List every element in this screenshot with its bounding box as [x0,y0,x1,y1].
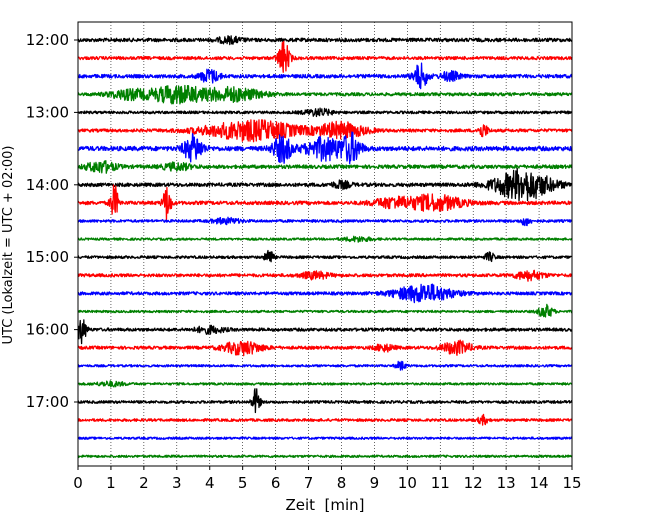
trace-1615 [77,339,573,357]
x-tick-label: 12 [464,474,483,492]
y-tick-label: 12:00 [26,31,69,49]
trace-1315 [77,119,573,143]
trace-1415 [77,184,573,222]
x-tick-label: 9 [370,474,380,492]
x-tick-label: 13 [497,474,516,492]
trace-1445 [77,235,573,243]
y-axis-label: UTC (Lokalzeit = UTC + 02:00) [1,146,16,345]
y-tick-label: 17:00 [26,393,69,411]
trace-1715 [77,413,573,426]
trace-1530 [77,283,573,304]
trace-1430 [77,216,573,227]
trace-1630 [77,360,573,371]
trace-1345 [77,160,573,174]
trace-1330 [77,131,573,165]
y-tick-label: 14:00 [26,176,69,194]
trace-1545 [77,303,573,318]
trace-1245 [77,84,573,105]
x-gridlines [110,22,540,466]
x-tick-label: 1 [106,474,116,492]
x-tick-label: 14 [530,474,549,492]
trace-1515 [77,269,573,282]
x-tick-label: 6 [271,474,281,492]
trace-1215 [77,40,573,73]
y-tick-label: 15:00 [26,248,69,266]
seismogram-traces [77,35,573,459]
trace-1230 [77,62,573,90]
x-tick-label: 7 [304,474,314,492]
x-tick-label: 3 [172,474,182,492]
x-tick-label: 10 [398,474,417,492]
axis-ticks: 0 1 2 3 4 5 6 7 8 9 10 11 12 13 14 1512:0013:0014:0015:… [26,31,582,492]
trace-1645 [77,380,573,388]
trace-1200 [77,35,573,46]
x-tick-label: 4 [205,474,215,492]
x-tick-label: 2 [139,474,149,492]
trace-1600 [77,319,573,345]
trace-1700 [77,388,573,414]
trace-1745 [77,454,573,459]
y-tick-label: 13:00 [26,103,69,121]
trace-1400 [77,167,573,202]
trace-1730 [77,436,573,440]
y-tick-label: 16:00 [26,321,69,339]
trace-1300 [77,107,573,118]
trace-1500 [77,249,573,263]
x-tick-label: 15 [562,474,581,492]
x-axis-label: Zeit [min] [285,496,364,514]
x-tick-label: 5 [238,474,248,492]
x-tick-label: 0 [73,474,83,492]
x-tick-label: 8 [337,474,347,492]
x-tick-label: 11 [431,474,450,492]
plot-frame [77,21,573,467]
